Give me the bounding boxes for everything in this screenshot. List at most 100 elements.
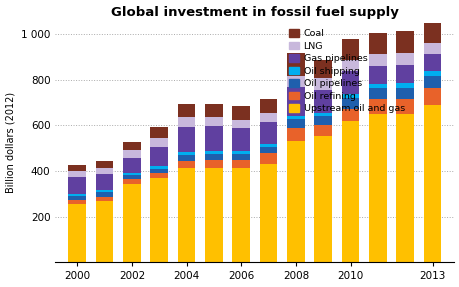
- Bar: [368, 99, 386, 114]
- Bar: [341, 39, 358, 60]
- Bar: [95, 201, 113, 262]
- Bar: [341, 60, 358, 71]
- Bar: [68, 200, 86, 204]
- Bar: [423, 71, 441, 76]
- Bar: [177, 168, 195, 262]
- Bar: [341, 109, 358, 121]
- Bar: [123, 158, 140, 173]
- Legend: Coal, LNG, Gas pipelines, Oil shipping, Oil pipelines, Oil refining, Upstream oi: Coal, LNG, Gas pipelines, Oil shipping, …: [287, 27, 406, 115]
- Bar: [150, 169, 168, 173]
- Bar: [396, 83, 413, 88]
- Bar: [68, 194, 86, 196]
- Bar: [259, 113, 277, 122]
- Bar: [123, 184, 140, 262]
- Bar: [286, 75, 304, 88]
- Bar: [68, 204, 86, 262]
- Title: Global investment in fossil fuel supply: Global investment in fossil fuel supply: [111, 5, 398, 19]
- Bar: [341, 98, 358, 109]
- Bar: [368, 88, 386, 99]
- Bar: [259, 99, 277, 113]
- Bar: [205, 117, 222, 127]
- Bar: [286, 53, 304, 75]
- Bar: [177, 117, 195, 127]
- Bar: [95, 168, 113, 174]
- Bar: [286, 88, 304, 116]
- Bar: [286, 119, 304, 128]
- Bar: [150, 173, 168, 178]
- Bar: [177, 127, 195, 152]
- Bar: [177, 104, 195, 117]
- Bar: [396, 53, 413, 65]
- Bar: [232, 128, 250, 151]
- Bar: [68, 171, 86, 177]
- Bar: [95, 174, 113, 190]
- Bar: [205, 168, 222, 262]
- Bar: [95, 193, 113, 197]
- Bar: [177, 155, 195, 161]
- Bar: [313, 78, 331, 90]
- Bar: [150, 138, 168, 147]
- Bar: [205, 160, 222, 168]
- Bar: [313, 125, 331, 135]
- Bar: [205, 151, 222, 154]
- Bar: [396, 99, 413, 114]
- Bar: [177, 161, 195, 168]
- Bar: [423, 42, 441, 54]
- Bar: [232, 168, 250, 262]
- Bar: [341, 121, 358, 262]
- Bar: [205, 127, 222, 151]
- Bar: [259, 147, 277, 153]
- Bar: [68, 177, 86, 194]
- Bar: [259, 144, 277, 147]
- Bar: [95, 161, 113, 168]
- Bar: [313, 60, 331, 78]
- Y-axis label: Billion dollars (2012): Billion dollars (2012): [6, 92, 16, 193]
- Bar: [368, 33, 386, 55]
- Bar: [68, 165, 86, 171]
- Bar: [123, 179, 140, 184]
- Bar: [396, 114, 413, 262]
- Bar: [95, 190, 113, 193]
- Bar: [423, 76, 441, 88]
- Bar: [396, 31, 413, 53]
- Bar: [396, 65, 413, 83]
- Bar: [150, 178, 168, 262]
- Bar: [68, 196, 86, 200]
- Bar: [150, 127, 168, 138]
- Bar: [232, 151, 250, 154]
- Bar: [423, 54, 441, 71]
- Bar: [368, 66, 386, 84]
- Bar: [177, 152, 195, 155]
- Bar: [313, 135, 331, 262]
- Bar: [423, 88, 441, 105]
- Bar: [368, 84, 386, 88]
- Bar: [205, 154, 222, 160]
- Bar: [313, 90, 331, 113]
- Bar: [205, 104, 222, 117]
- Bar: [123, 175, 140, 179]
- Bar: [95, 197, 113, 201]
- Bar: [123, 141, 140, 150]
- Bar: [341, 71, 358, 94]
- Bar: [232, 154, 250, 160]
- Bar: [286, 128, 304, 141]
- Bar: [286, 141, 304, 262]
- Bar: [123, 150, 140, 158]
- Bar: [368, 114, 386, 262]
- Bar: [232, 120, 250, 128]
- Bar: [396, 88, 413, 99]
- Bar: [313, 116, 331, 125]
- Bar: [150, 147, 168, 166]
- Bar: [232, 160, 250, 168]
- Bar: [123, 173, 140, 175]
- Bar: [368, 55, 386, 66]
- Bar: [259, 164, 277, 262]
- Bar: [313, 113, 331, 116]
- Bar: [150, 166, 168, 169]
- Bar: [341, 94, 358, 98]
- Bar: [259, 122, 277, 144]
- Bar: [232, 106, 250, 120]
- Bar: [423, 20, 441, 42]
- Bar: [423, 105, 441, 262]
- Bar: [259, 153, 277, 164]
